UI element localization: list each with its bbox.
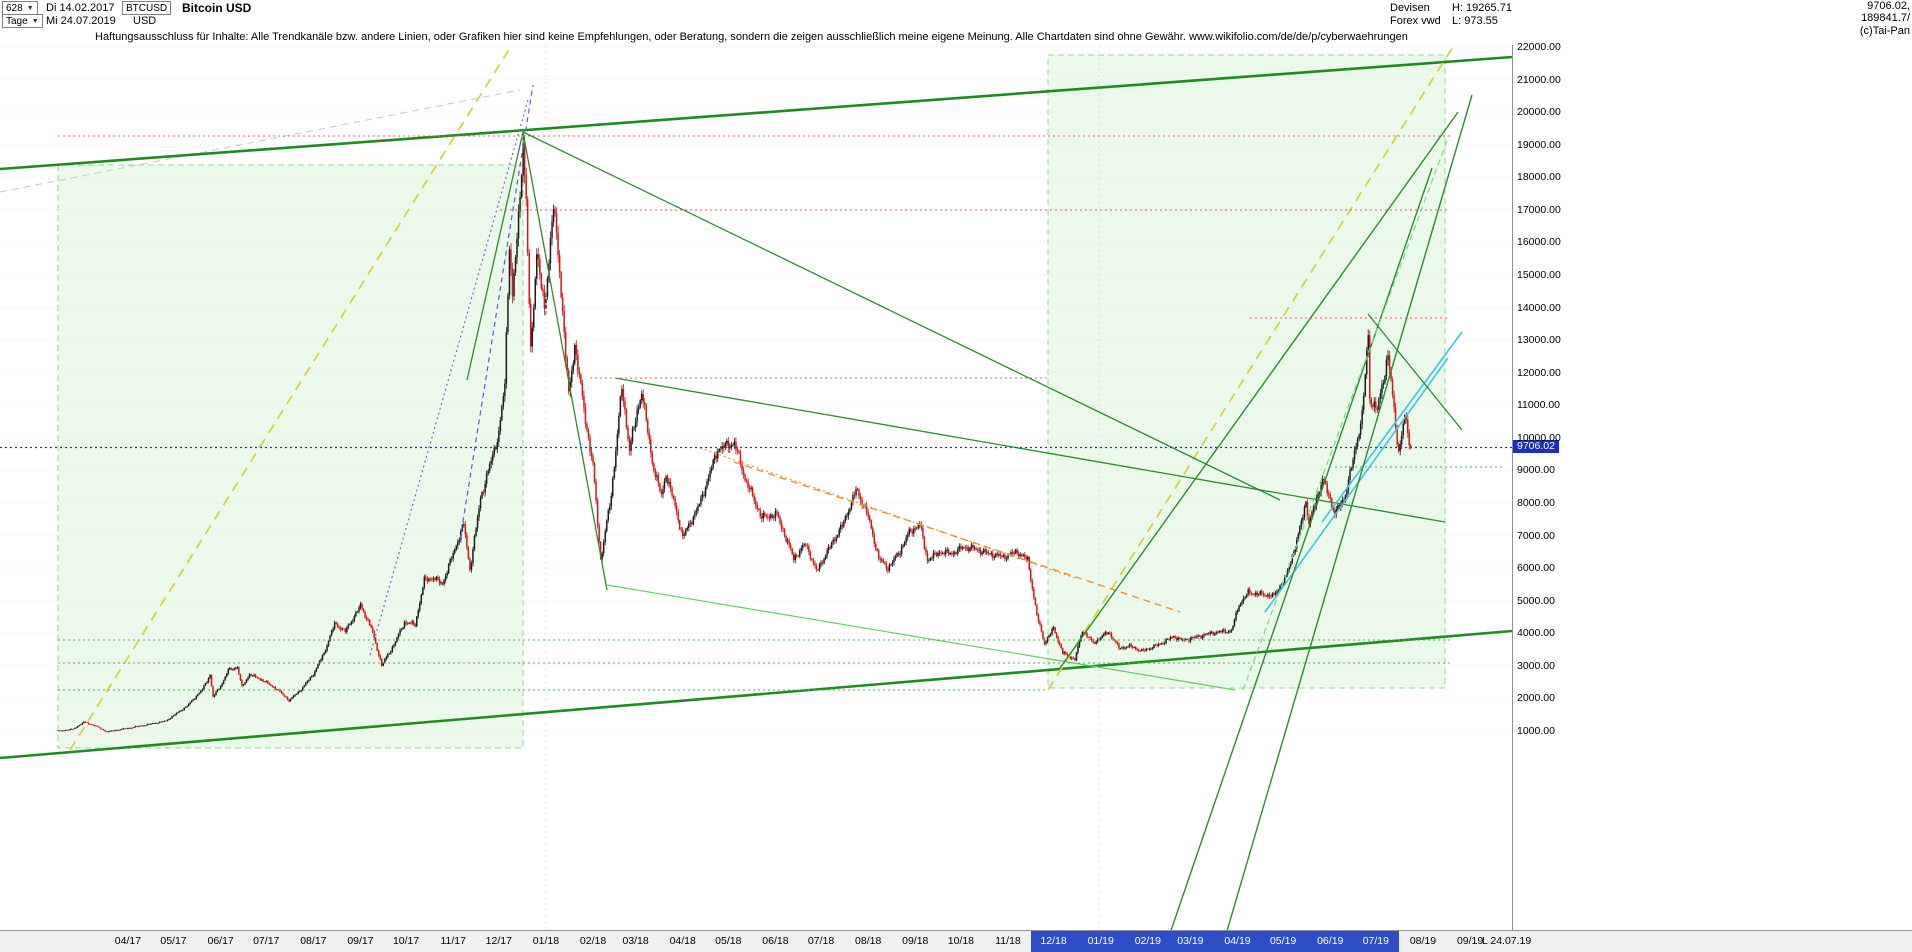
- month-label: 10/18: [947, 935, 975, 947]
- price-tick-label: 20000.00: [1517, 106, 1561, 119]
- month-label: 11/18: [995, 935, 1021, 947]
- month-label: 04/18: [669, 935, 696, 947]
- currency-label: USD: [133, 15, 157, 27]
- price-axis[interactable]: 9706.02 22000.00 21000.00 20000.00 19000.00…: [1512, 41, 1591, 930]
- month-label: 07/19: [1362, 935, 1389, 947]
- month-label: 12/17: [485, 935, 512, 947]
- month-label: 04/17: [114, 935, 142, 947]
- month-label: 05/18: [715, 935, 742, 947]
- price-tick-label: 1000.00: [1517, 725, 1555, 737]
- month-label: 03/19: [1177, 935, 1204, 947]
- price-tick-label: 6000.00: [1517, 562, 1555, 575]
- price-tick-label: 15000.00: [1517, 269, 1561, 281]
- month-label: 06/18: [762, 935, 789, 947]
- exchange-label: Devisen: [1390, 2, 1430, 14]
- price-tick-label: 16000.00: [1517, 236, 1561, 249]
- chart-toolbar: 628 ▼ Di 14.02.2017 BTCUSD Bitcoin USD T…: [0, 0, 1912, 37]
- price-tick-label: 5000.00: [1517, 594, 1555, 607]
- period-dropdown[interactable]: Tage ▼: [2, 14, 43, 28]
- month-label: 01/19: [1087, 935, 1114, 947]
- price-tick-label: 7000.00: [1517, 529, 1555, 542]
- price-tick-label: 12000.00: [1517, 366, 1561, 379]
- end-date: Mi 24.07.2019: [46, 15, 116, 27]
- symbol-field[interactable]: BTCUSD: [122, 1, 172, 15]
- price-tick-label: 2000.00: [1517, 692, 1555, 705]
- period-value: Tage: [6, 15, 28, 27]
- price-tick-label: 22000.00: [1517, 41, 1561, 53]
- corner-value-1: 9706.02,: [1867, 0, 1910, 12]
- month-label: 02/18: [579, 935, 607, 947]
- time-axis[interactable]: L 24.07.19 04/17 05/17 06/17 07/17 08/17 09/1…: [0, 930, 1912, 952]
- price-tick-label: 19000.00: [1517, 138, 1561, 151]
- price-tick-label: 18000.00: [1517, 171, 1561, 184]
- month-label: 10/17: [392, 935, 420, 947]
- symbol-value: BTCUSD: [126, 2, 168, 14]
- selected-range-highlight: [1030, 931, 1399, 952]
- month-label: 09/18: [902, 935, 929, 947]
- overlay-trendlines: [0, 45, 1513, 930]
- last-date-label: L 24.07.19: [1482, 935, 1532, 947]
- price-tick-label: 8000.00: [1517, 497, 1555, 509]
- month-label: 05/17: [160, 935, 187, 947]
- candles: [57, 136, 1412, 733]
- month-label: 08/17: [300, 935, 327, 947]
- month-label: 09/17: [347, 935, 374, 947]
- month-label: 11/17: [440, 935, 466, 947]
- month-label: 06/19: [1317, 935, 1344, 947]
- price-tick-label: 11000.00: [1517, 399, 1561, 412]
- corner-value-2: 189841.7/: [1861, 12, 1910, 24]
- month-label: 06/17: [207, 935, 234, 947]
- candlestick-chart[interactable]: [0, 45, 1912, 930]
- disclaimer-text: Haftungsausschluss für Inhalte: Alle Tre…: [95, 31, 1408, 43]
- month-label: 07/17: [253, 935, 280, 947]
- price-tick-label: 4000.00: [1517, 627, 1555, 640]
- month-label: 07/18: [807, 935, 835, 947]
- month-label: 04/19: [1224, 935, 1251, 947]
- chevron-down-icon: ▼: [31, 17, 39, 25]
- month-label: 05/19: [1269, 935, 1297, 947]
- price-tick-label: 3000.00: [1517, 659, 1555, 672]
- price-tick-label: 9000.00: [1517, 464, 1555, 477]
- price-tick-label: 14000.00: [1517, 301, 1561, 314]
- start-date: Di 14.02.2017: [46, 2, 115, 14]
- month-label: 01/18: [532, 935, 560, 947]
- month-label: 02/19: [1134, 935, 1161, 947]
- period-high-label: H: 19265.71: [1452, 2, 1512, 14]
- bars-count-dropdown[interactable]: 628 ▼: [2, 1, 38, 15]
- instrument-title: Bitcoin USD: [182, 1, 252, 15]
- month-label: 08/19: [1409, 935, 1437, 947]
- price-tick-label: 10000.00: [1517, 431, 1561, 444]
- price-tick-label: 13000.00: [1517, 334, 1561, 347]
- chevron-down-icon: ▼: [26, 4, 34, 12]
- month-label: 08/18: [855, 935, 882, 947]
- month-label: 12/18: [1040, 935, 1067, 947]
- last-price-badge: 9706.02: [1513, 440, 1559, 454]
- bars-count-value: 628: [6, 2, 23, 14]
- period-low-label: L: 973.55: [1452, 15, 1498, 27]
- feed-label: Forex vwd: [1390, 15, 1441, 27]
- price-tick-label: 17000.00: [1517, 203, 1561, 216]
- shaded-regions: [57, 54, 1446, 749]
- month-label: 03/18: [622, 935, 649, 947]
- month-label: 09/19: [1456, 935, 1484, 947]
- copyright-label: (c)Tai-Pan: [1859, 25, 1910, 37]
- price-tick-label: 21000.00: [1517, 73, 1561, 86]
